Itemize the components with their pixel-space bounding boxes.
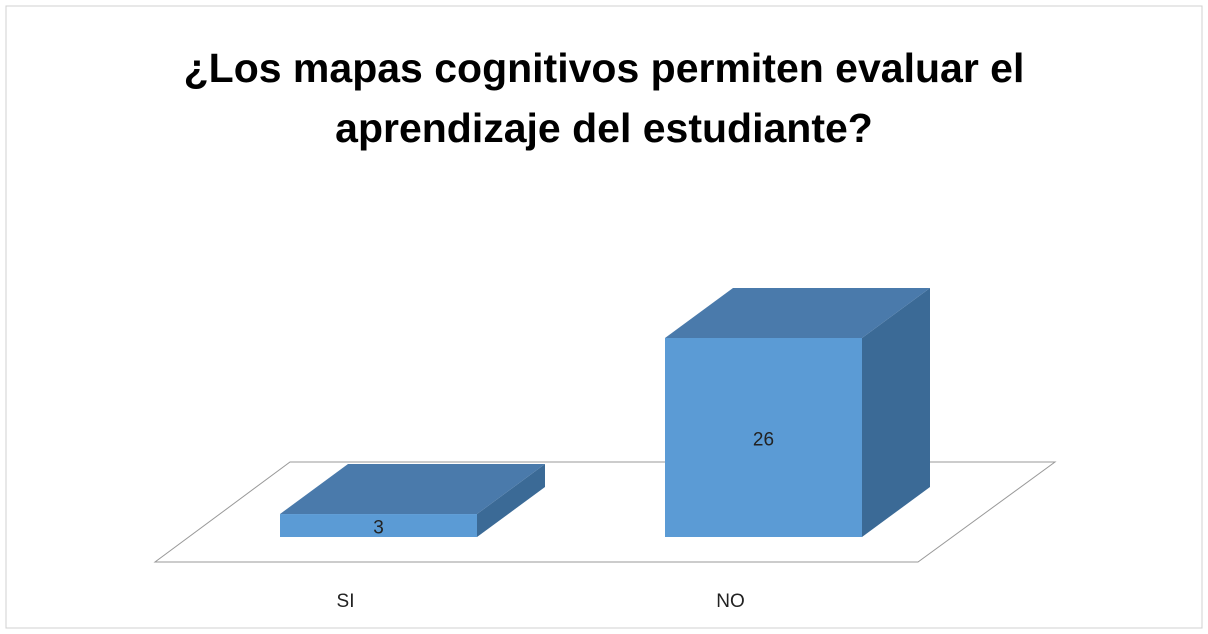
data-label: 3 — [373, 518, 384, 539]
bar-top — [280, 464, 545, 515]
data-label: 26 — [753, 430, 774, 451]
bar-side — [862, 288, 930, 537]
x-tick-label: SI — [337, 591, 355, 612]
x-tick-label: NO — [716, 591, 745, 612]
bar-side — [477, 464, 545, 537]
bar — [280, 514, 477, 537]
bar-top — [665, 288, 930, 338]
chart-border — [5, 5, 1203, 629]
bar — [665, 338, 862, 537]
chart-title: ¿Los mapas cognitivos permiten evaluar e… — [183, 45, 1025, 151]
